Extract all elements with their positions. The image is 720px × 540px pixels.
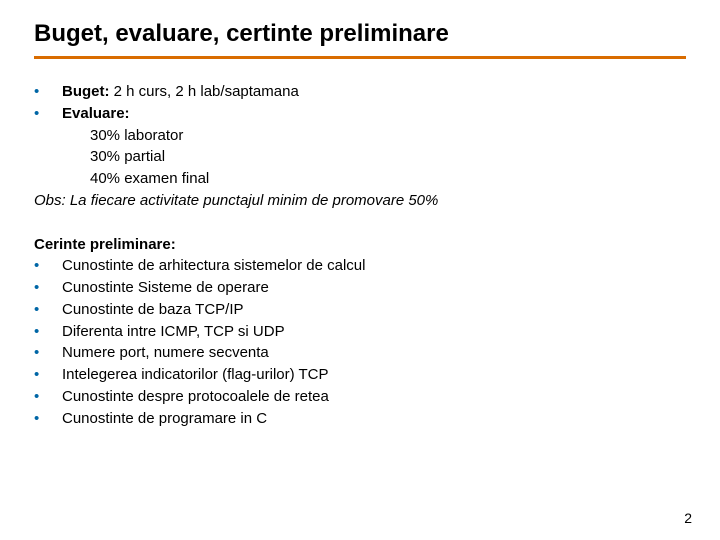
- prereq-text: Numere port, numere secventa: [62, 342, 269, 364]
- prereq-item: • Cunostinte de arhitectura sistemelor d…: [34, 255, 686, 277]
- prereq-item: • Cunostinte Sisteme de operare: [34, 277, 686, 299]
- bullet-icon: •: [34, 299, 62, 321]
- observation: Obs: La fiecare activitate punctajul min…: [34, 190, 686, 212]
- evaluare-sub2: 30% partial: [34, 146, 686, 168]
- bullet-icon: •: [34, 364, 62, 386]
- slide: Buget, evaluare, certinte preliminare • …: [0, 0, 720, 429]
- budget-label: Buget:: [62, 83, 110, 100]
- bullet-icon: •: [34, 103, 62, 125]
- content: • Buget: 2 h curs, 2 h lab/saptamana • E…: [34, 81, 686, 429]
- evaluare-sub1: 30% laborator: [34, 125, 686, 147]
- budget-rest: 2 h curs, 2 h lab/saptamana: [110, 83, 299, 100]
- prereq-item: • Cunostinte despre protocoalele de rete…: [34, 386, 686, 408]
- bullet-line-evaluare: • Evaluare:: [34, 103, 686, 125]
- prereq-text: Cunostinte de programare in C: [62, 408, 267, 430]
- section-prerequisites: Cerinte preliminare: • Cunostinte de arh…: [34, 234, 686, 430]
- prereq-item: • Intelegerea indicatorilor (flag-urilor…: [34, 364, 686, 386]
- bullet-icon: •: [34, 255, 62, 277]
- prereq-text: Intelegerea indicatorilor (flag-urilor) …: [62, 364, 329, 386]
- prereq-text: Cunostinte despre protocoalele de retea: [62, 386, 329, 408]
- bullet-line-budget: • Buget: 2 h curs, 2 h lab/saptamana: [34, 81, 686, 103]
- evaluare-sub3: 40% examen final: [34, 168, 686, 190]
- prereq-text: Cunostinte de baza TCP/IP: [62, 299, 244, 321]
- title-rule: [34, 56, 686, 59]
- prereq-item: • Cunostinte de programare in C: [34, 408, 686, 430]
- prereq-heading: Cerinte preliminare:: [34, 234, 686, 256]
- budget-text: Buget: 2 h curs, 2 h lab/saptamana: [62, 81, 299, 103]
- bullet-icon: •: [34, 81, 62, 103]
- bullet-icon: •: [34, 277, 62, 299]
- prereq-text: Cunostinte Sisteme de operare: [62, 277, 269, 299]
- prereq-item: • Diferenta intre ICMP, TCP si UDP: [34, 321, 686, 343]
- slide-title: Buget, evaluare, certinte preliminare: [34, 20, 686, 48]
- prereq-text: Diferenta intre ICMP, TCP si UDP: [62, 321, 285, 343]
- evaluare-label: Evaluare:: [62, 103, 130, 125]
- prereq-text: Cunostinte de arhitectura sistemelor de …: [62, 255, 366, 277]
- prereq-item: • Numere port, numere secventa: [34, 342, 686, 364]
- bullet-icon: •: [34, 342, 62, 364]
- bullet-icon: •: [34, 321, 62, 343]
- bullet-icon: •: [34, 408, 62, 430]
- prereq-item: • Cunostinte de baza TCP/IP: [34, 299, 686, 321]
- page-number: 2: [684, 510, 692, 526]
- bullet-icon: •: [34, 386, 62, 408]
